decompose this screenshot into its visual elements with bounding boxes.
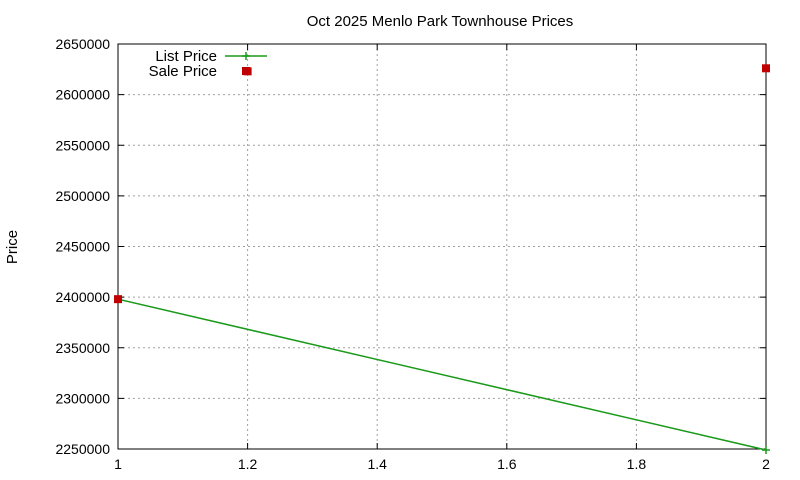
legend-label: List Price bbox=[155, 48, 217, 65]
y-tick-label: 2250000 bbox=[55, 441, 110, 457]
y-tick-label: 2550000 bbox=[55, 137, 110, 153]
x-tick-label: 1.6 bbox=[497, 456, 517, 472]
chart-title: Oct 2025 Menlo Park Townhouse Prices bbox=[307, 13, 574, 30]
y-tick-label: 2450000 bbox=[55, 239, 110, 255]
grid bbox=[118, 44, 766, 449]
y-tick-label: 2300000 bbox=[55, 390, 110, 406]
sale-price-point bbox=[762, 64, 770, 73]
sale-price-point bbox=[114, 295, 122, 304]
series bbox=[114, 64, 770, 455]
y-tick-label: 2400000 bbox=[55, 289, 110, 305]
x-tick-label: 1.4 bbox=[367, 456, 387, 472]
list-price-point bbox=[762, 446, 770, 455]
legend-point-sample bbox=[242, 52, 250, 60]
legend-label: Sale Price bbox=[149, 63, 217, 80]
x-tick-label: 1.8 bbox=[627, 456, 647, 472]
x-tick-label: 1.2 bbox=[238, 456, 258, 472]
plot-frame bbox=[117, 43, 767, 450]
y-tick-label: 2600000 bbox=[55, 87, 110, 103]
x-tick-label: 1 bbox=[114, 456, 122, 472]
y-axis-label: Price bbox=[4, 230, 21, 264]
x-tick-label: 2 bbox=[762, 456, 770, 472]
legend-point-sample bbox=[242, 67, 250, 75]
y-tick-label: 2500000 bbox=[55, 188, 110, 204]
y-tick-label: 2650000 bbox=[55, 36, 110, 52]
y-tick-label: 2350000 bbox=[55, 340, 110, 356]
tick-labels: 1 1.2 1.4 1.6 1.8 2 2250000 2300000 2350000 24000… bbox=[55, 36, 770, 472]
list-price-line bbox=[117, 298, 767, 451]
